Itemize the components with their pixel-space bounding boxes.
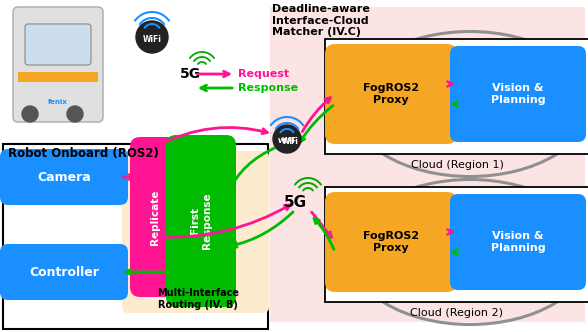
Text: Cloud (Region 1): Cloud (Region 1) bbox=[410, 160, 503, 170]
Circle shape bbox=[22, 106, 38, 122]
Text: WiFi: WiFi bbox=[278, 138, 296, 144]
Bar bbox=[3, 144, 268, 329]
FancyBboxPatch shape bbox=[18, 72, 98, 82]
Text: Replicate: Replicate bbox=[150, 189, 160, 245]
Bar bbox=[325, 187, 588, 302]
FancyBboxPatch shape bbox=[0, 149, 128, 205]
Text: Deadline-aware
Interface-Cloud
Matcher (IV.C): Deadline-aware Interface-Cloud Matcher (… bbox=[272, 4, 370, 37]
Bar bbox=[325, 39, 588, 154]
Text: FogROS2
Proxy: FogROS2 Proxy bbox=[363, 83, 419, 105]
FancyBboxPatch shape bbox=[122, 151, 269, 313]
FancyBboxPatch shape bbox=[450, 194, 586, 290]
FancyBboxPatch shape bbox=[450, 46, 586, 142]
Text: Vision &
Planning: Vision & Planning bbox=[491, 231, 545, 253]
Text: Fi: Fi bbox=[290, 136, 298, 145]
Text: Wi: Wi bbox=[282, 136, 292, 145]
Text: WiFi: WiFi bbox=[142, 35, 162, 43]
FancyBboxPatch shape bbox=[166, 135, 236, 307]
Text: Multi-Interface
Routing (IV. B): Multi-Interface Routing (IV. B) bbox=[157, 289, 239, 310]
Text: Request: Request bbox=[238, 69, 289, 79]
FancyBboxPatch shape bbox=[13, 7, 103, 122]
FancyBboxPatch shape bbox=[0, 244, 128, 300]
Circle shape bbox=[136, 21, 168, 53]
Text: Robot Onboard (ROS2): Robot Onboard (ROS2) bbox=[8, 147, 159, 160]
Circle shape bbox=[273, 125, 301, 153]
Text: Vision &
Planning: Vision & Planning bbox=[491, 83, 545, 105]
FancyBboxPatch shape bbox=[325, 192, 457, 292]
Text: Camera: Camera bbox=[37, 171, 91, 184]
Bar bbox=[270, 7, 585, 322]
Circle shape bbox=[67, 106, 83, 122]
Text: 5G: 5G bbox=[179, 67, 201, 81]
Text: Response: Response bbox=[238, 83, 298, 93]
Text: Cloud (Region 2): Cloud (Region 2) bbox=[410, 308, 503, 318]
FancyBboxPatch shape bbox=[130, 137, 180, 297]
FancyBboxPatch shape bbox=[25, 24, 91, 65]
Text: Controller: Controller bbox=[29, 266, 99, 279]
Text: FogROS2
Proxy: FogROS2 Proxy bbox=[363, 231, 419, 253]
Text: 5G: 5G bbox=[283, 195, 306, 209]
FancyBboxPatch shape bbox=[325, 44, 457, 144]
Text: fenix: fenix bbox=[48, 99, 68, 105]
Text: First
Response: First Response bbox=[190, 193, 212, 249]
